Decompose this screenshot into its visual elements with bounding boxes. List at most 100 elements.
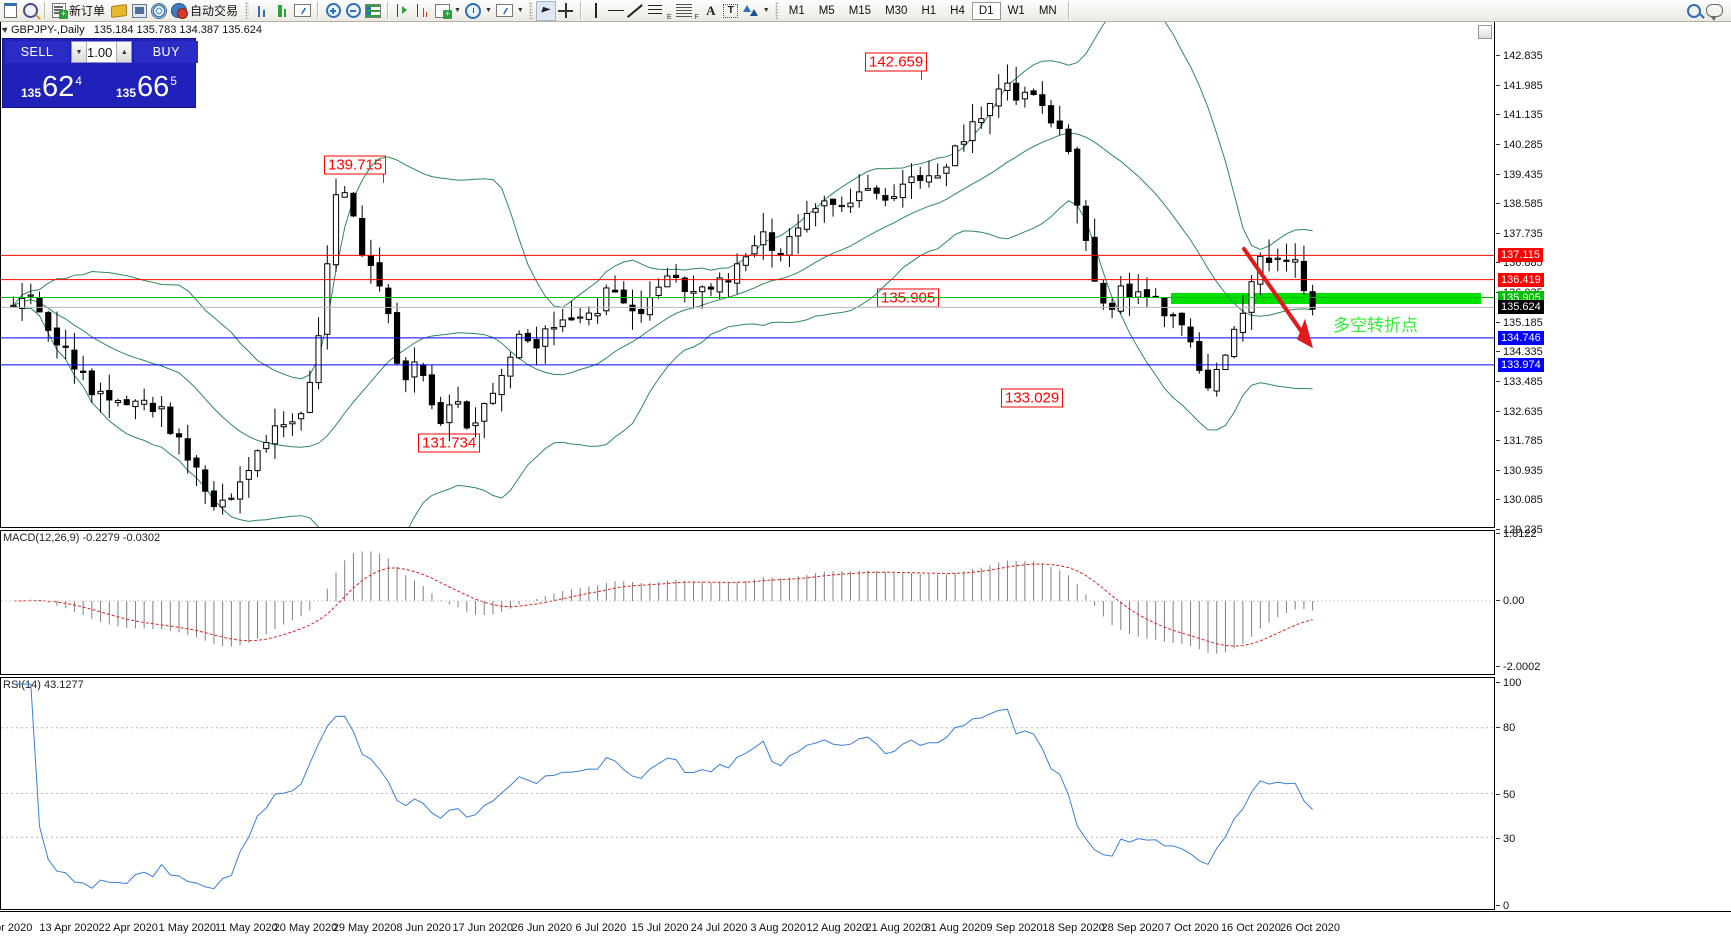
- cursor-button[interactable]: [535, 0, 556, 21]
- symbol-info-bar: GBPJPY-,Daily 135.184 135.783 134.387 13…: [1, 24, 262, 36]
- price-badge[interactable]: 133.974: [1498, 357, 1544, 372]
- timeframe-h1[interactable]: H1: [921, 4, 937, 17]
- price-callout[interactable]: 133.029: [1001, 388, 1064, 408]
- price-badge[interactable]: 134.746: [1498, 330, 1544, 345]
- price-tick: 141.985: [1496, 80, 1543, 92]
- periods-button[interactable]: ▼: [463, 1, 494, 21]
- chevron-down-icon-1[interactable]: ▼: [454, 7, 461, 14]
- macd-pane[interactable]: MACD(12,26,9) -0.2279 -0.0302: [0, 530, 1495, 675]
- templates-button[interactable]: ▼: [494, 1, 526, 21]
- chevron-down-icon-2[interactable]: ▼: [484, 7, 492, 14]
- terminal-button[interactable]: [129, 1, 149, 21]
- price-axis[interactable]: 142.835 141.985 141.135 140.285 139.435 138.5…: [1496, 22, 1731, 912]
- pane-scroll-handle[interactable]: [1478, 25, 1492, 39]
- timeframe-h4[interactable]: H4: [950, 4, 965, 17]
- symbol-arrow-icon: [1, 25, 10, 33]
- timeframe-m15[interactable]: M15: [848, 4, 872, 17]
- one-click-trading-panel[interactable]: SELL ▼ 1.00 ▲ BUY 135 62 4 135 66 5: [2, 38, 199, 108]
- autotrading-button[interactable]: 自动交易: [169, 1, 242, 21]
- find-button[interactable]: [1684, 1, 1704, 21]
- price-badge[interactable]: 137.115: [1498, 248, 1543, 263]
- horizontal-line-button[interactable]: [606, 1, 626, 21]
- price-tick: 129.235: [1496, 524, 1543, 536]
- zoom-out-button[interactable]: [343, 1, 363, 21]
- bid-sup: 4: [75, 74, 82, 88]
- chevron-down-icon-3[interactable]: ▼: [516, 7, 524, 14]
- timeframe-w1[interactable]: W1: [1007, 4, 1025, 17]
- timeframe-m5[interactable]: M5: [818, 4, 835, 17]
- support-band[interactable]: [1171, 292, 1481, 304]
- sell-button[interactable]: SELL: [5, 41, 69, 63]
- equidistant-channel-button[interactable]: E: [646, 1, 674, 21]
- candlestick-chart-button[interactable]: [272, 1, 292, 21]
- buy-button[interactable]: BUY: [134, 41, 199, 63]
- timeframe-m1[interactable]: M1: [788, 4, 805, 17]
- bid-prefix: 135: [21, 86, 42, 100]
- price-tick: 133.485: [1496, 376, 1543, 388]
- shapes-button[interactable]: ▼: [741, 1, 772, 21]
- timeframe-bar: M1 M5 M15 M30 H1 H4 D1 W1 MN: [782, 1, 1064, 20]
- new-chart-button[interactable]: [0, 1, 20, 21]
- price-tick: 130.085: [1496, 494, 1543, 506]
- date-tick: 28 Sep 2020: [1101, 922, 1164, 934]
- new-order-button[interactable]: + 新订单: [50, 1, 109, 21]
- rsi-tick: 100: [1496, 677, 1521, 689]
- price-badge[interactable]: 135.624: [1498, 300, 1544, 315]
- fibonacci-button[interactable]: F: [674, 1, 701, 21]
- timeframe-m30[interactable]: M30: [885, 4, 908, 17]
- chat-button[interactable]: [1704, 1, 1725, 21]
- timeframe-d1[interactable]: D1: [971, 1, 1001, 20]
- auto-scroll-button[interactable]: [393, 1, 413, 21]
- pointer-icon: [541, 6, 551, 15]
- price-callout[interactable]: 142.659: [865, 52, 928, 72]
- price-tick: 142.835: [1496, 50, 1543, 62]
- text-button[interactable]: A: [701, 1, 721, 21]
- price-callout[interactable]: 135.905: [877, 288, 940, 308]
- signals-button[interactable]: [149, 1, 169, 21]
- rsi-tick: 30: [1496, 833, 1515, 845]
- expert-advisors-button[interactable]: [109, 1, 129, 21]
- trendline-button[interactable]: [626, 1, 646, 21]
- vertical-line-icon: [595, 3, 597, 18]
- rsi-pane[interactable]: RSI(14) 43.1277: [0, 677, 1495, 910]
- date-tick: Apr 2020: [0, 922, 33, 934]
- price-callout[interactable]: 131.734: [418, 433, 481, 453]
- indicators-button[interactable]: + ▼: [433, 1, 463, 21]
- timeframe-mn[interactable]: MN: [1038, 4, 1057, 17]
- lot-increase-icon[interactable]: ▲: [116, 42, 132, 62]
- date-tick: 7 Oct 2020: [1164, 922, 1219, 934]
- crosshair-button[interactable]: [556, 1, 576, 21]
- market-watch-button[interactable]: [20, 1, 40, 21]
- chart-shift-button[interactable]: [413, 1, 433, 21]
- lot-decrease-icon[interactable]: ▼: [72, 42, 87, 62]
- bar-chart-button[interactable]: [252, 1, 272, 21]
- bid-quote[interactable]: 135 62 4: [5, 65, 98, 103]
- text-label-button[interactable]: T: [721, 1, 741, 21]
- chevron-down-icon-4[interactable]: ▼: [762, 7, 770, 14]
- toolbar-grip[interactable]: [245, 2, 250, 19]
- ask-sup: 5: [170, 74, 177, 88]
- new-order-icon: +: [52, 3, 68, 19]
- macd-tick: -2.0002: [1496, 661, 1540, 673]
- price-pane[interactable]: GBPJPY-,Daily 135.184 135.783 134.387 13…: [0, 22, 1495, 528]
- ask-quote[interactable]: 135 66 5: [100, 65, 193, 103]
- price-badge[interactable]: 136.419: [1498, 272, 1544, 287]
- plus-badge-icon: +: [59, 10, 68, 19]
- chart-grid-button[interactable]: [363, 1, 383, 21]
- vertical-line-button[interactable]: [586, 1, 606, 21]
- turning-point-note: 多空转折点: [1333, 316, 1418, 337]
- date-tick: 15 Jul 2020: [631, 922, 689, 934]
- lot-size-stepper[interactable]: ▼ 1.00 ▲: [71, 41, 133, 63]
- toolbar-grip-2[interactable]: [528, 2, 533, 19]
- lot-size-value[interactable]: 1.00: [87, 44, 113, 60]
- toolbar-grip-3[interactable]: [774, 2, 779, 19]
- price-callout[interactable]: 139.715: [324, 155, 387, 175]
- find-icon: [1687, 3, 1701, 18]
- candlestick-icon: [275, 3, 290, 18]
- zoom-in-button[interactable]: [323, 1, 343, 21]
- chart-area[interactable]: GBPJPY-,Daily 135.184 135.783 134.387 13…: [0, 22, 1731, 942]
- plus-badge-icon-2: +: [443, 9, 453, 19]
- line-chart-button[interactable]: [292, 1, 313, 21]
- date-tick: 29 May 2020: [332, 922, 397, 934]
